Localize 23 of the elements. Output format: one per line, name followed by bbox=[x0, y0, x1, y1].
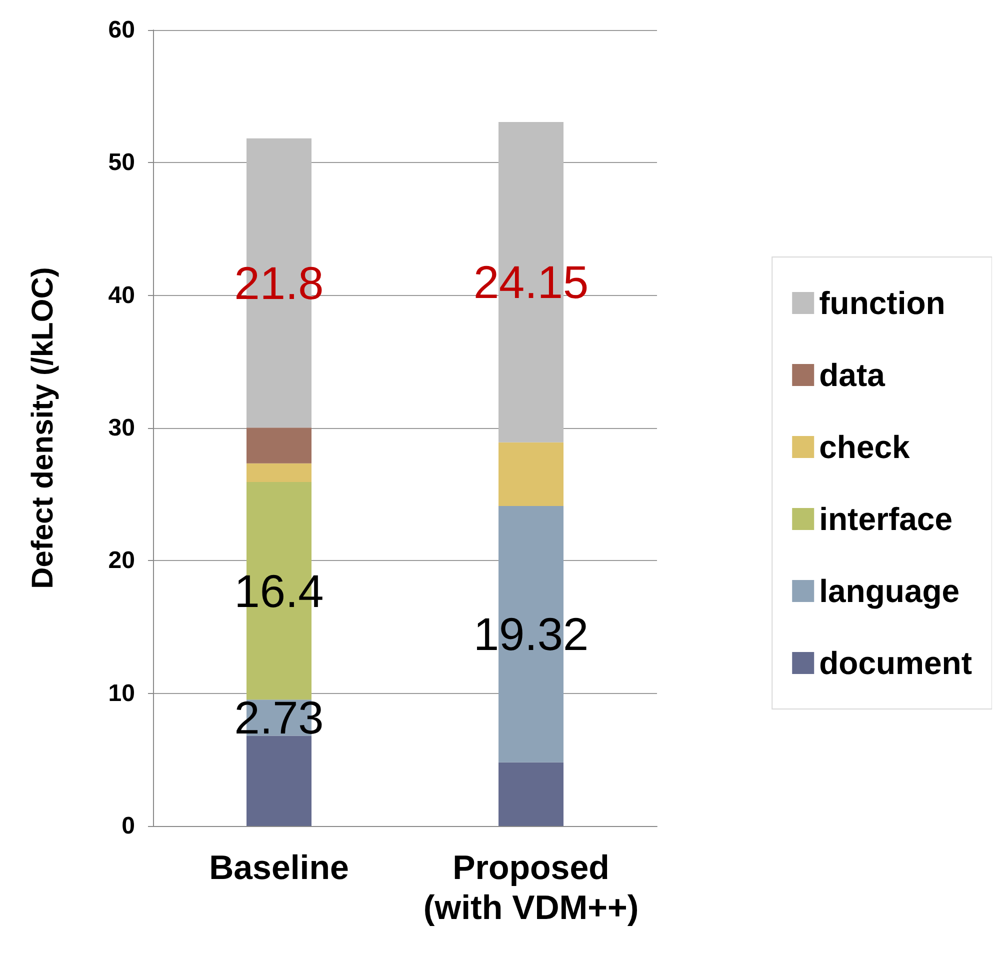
legend-label: check bbox=[819, 429, 910, 465]
y-tick-label: 60 bbox=[108, 16, 135, 44]
legend-label: data bbox=[819, 357, 886, 393]
y-tick-label: 10 bbox=[108, 680, 135, 707]
bar bbox=[246, 428, 312, 464]
bar bbox=[498, 442, 564, 506]
bar bbox=[498, 762, 564, 826]
x-tick-label: Baseline bbox=[209, 849, 349, 887]
y-tick-label: 20 bbox=[108, 547, 135, 574]
legend-label: language bbox=[819, 573, 960, 609]
data-label: 21.8 bbox=[234, 256, 324, 309]
y-tick-label: 0 bbox=[122, 812, 135, 840]
y-axis-title: Defect density (/kLOC) bbox=[26, 267, 60, 589]
legend-label: document bbox=[819, 645, 972, 681]
bar bbox=[246, 463, 312, 482]
y-tick-label: 30 bbox=[108, 414, 135, 442]
legend-label: interface bbox=[819, 501, 952, 537]
bar bbox=[246, 736, 312, 826]
legend-label: function bbox=[819, 285, 946, 321]
y-tick-label: 40 bbox=[108, 282, 135, 309]
data-label: 24.15 bbox=[473, 256, 589, 308]
y-tick-label: 50 bbox=[108, 149, 135, 176]
x-tick-label: Proposed (with VDM++) bbox=[423, 849, 639, 927]
